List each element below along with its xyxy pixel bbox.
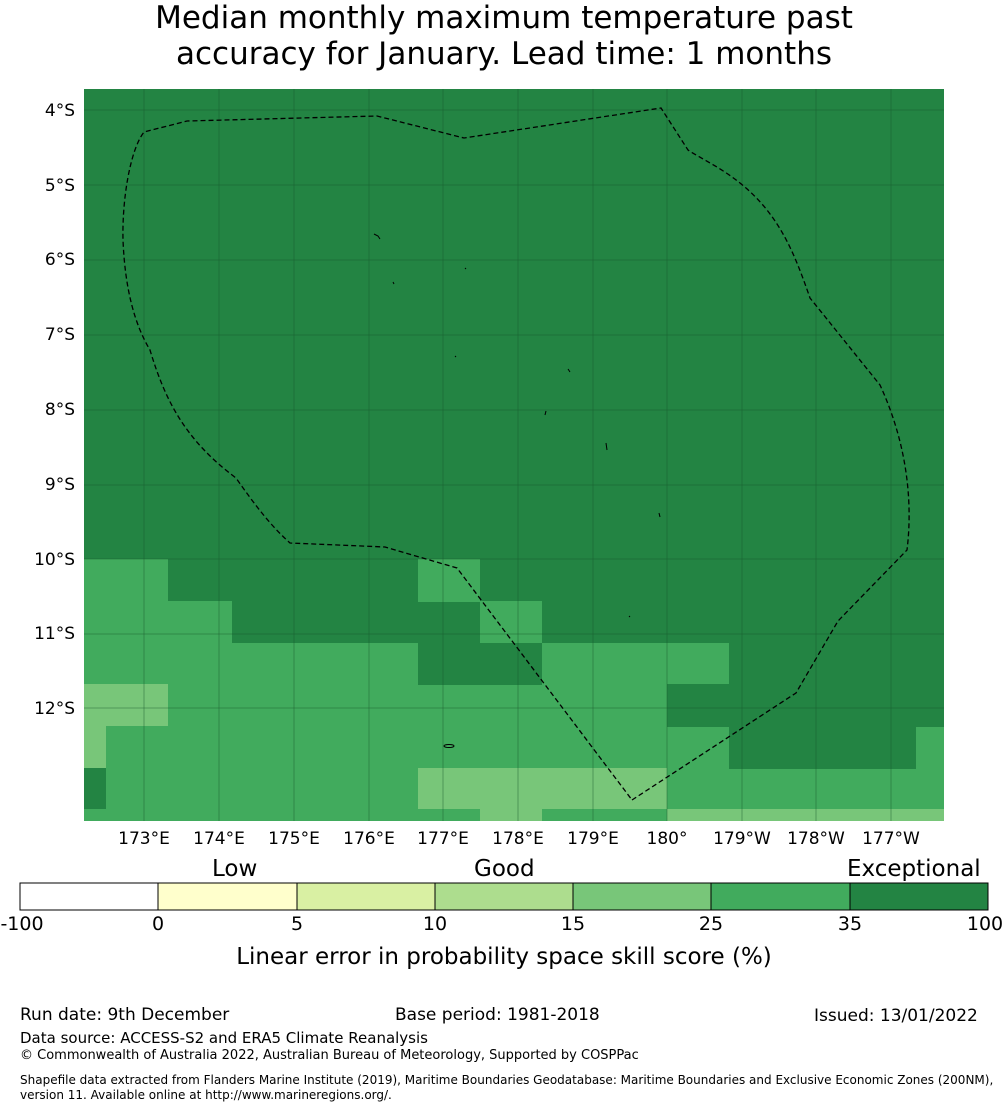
lon-label: 175°E <box>268 829 320 849</box>
lon-label: 179°E <box>567 829 619 849</box>
island-outlines <box>373 233 661 748</box>
map-title: Median monthly maximum temperature past … <box>0 0 1008 72</box>
colorbar-segment <box>711 883 850 910</box>
colorbar <box>19 882 989 911</box>
lon-label: 177°W <box>862 829 920 849</box>
colorbar-tick: -100 <box>0 913 44 935</box>
colorbar-segment <box>573 883 711 910</box>
colorbar-tick: 35 <box>837 913 863 935</box>
colorbar-tick: 0 <box>151 913 165 935</box>
colorbar-segment <box>20 883 158 910</box>
colorbar-segment <box>435 883 573 910</box>
colorbar-tier-exceptional: Exceptional <box>847 856 981 882</box>
colorbar-frame <box>19 882 989 911</box>
lon-label: 173°E <box>118 829 170 849</box>
skill-cells-35-100-patches <box>84 643 944 809</box>
colorbar-tick: 15 <box>560 913 586 935</box>
lat-label: 7°S <box>45 325 75 345</box>
colorbar-segment <box>158 883 297 910</box>
base-period: Base period: 1981-2018 <box>395 1005 600 1025</box>
lon-label: 176°E <box>343 829 395 849</box>
colorbar-segment <box>297 883 435 910</box>
longitude-labels: 173°E 174°E 175°E 176°E 177°E 178°E 179°… <box>118 829 920 849</box>
colorbar-tier-low: Low <box>212 856 258 882</box>
map-gridlines <box>84 89 944 821</box>
title-line-1: Median monthly maximum temperature past <box>155 0 853 36</box>
colorbar-tick: 10 <box>422 913 448 935</box>
lat-label: 5°S <box>45 176 75 196</box>
lat-label: 11°S <box>34 624 75 644</box>
lon-label: 177°E <box>417 829 469 849</box>
lat-label: 4°S <box>45 101 75 121</box>
title-line-2: accuracy for January. Lead time: 1 month… <box>175 36 832 72</box>
lat-label: 10°S <box>34 550 75 570</box>
lon-label: 178°E <box>492 829 544 849</box>
lat-label: 6°S <box>45 250 75 270</box>
lat-label: 9°S <box>45 475 75 495</box>
shapefile-credit: Shapefile data extracted from Flanders M… <box>20 1073 1005 1103</box>
lon-label: 174°E <box>193 829 245 849</box>
eez-boundary <box>122 107 910 801</box>
run-date: Run date: 9th December <box>20 1005 230 1025</box>
skill-cells-15-25 <box>84 684 944 821</box>
lon-label: 178°W <box>787 829 845 849</box>
copyright: © Commonwealth of Australia 2022, Austra… <box>20 1048 639 1063</box>
issued-date: Issued: 13/01/2022 <box>814 1006 978 1026</box>
lon-label: 180° <box>647 829 688 849</box>
shapefile-credit-line-1: Shapefile data extracted from Flanders M… <box>20 1073 994 1087</box>
lon-label: 179°W <box>713 829 771 849</box>
lat-label: 8°S <box>45 400 75 420</box>
colorbar-label: Linear error in probability space skill … <box>236 944 772 970</box>
colorbar-tick: 5 <box>290 913 304 935</box>
colorbar-tier-good: Good <box>474 856 535 882</box>
colorbar-segment <box>850 883 988 910</box>
shapefile-credit-line-2: version 11. Available online at http://w… <box>20 1088 392 1102</box>
colorbar-tick: 100 <box>966 913 1004 935</box>
colorbar-tick: 25 <box>698 913 724 935</box>
data-source: Data source: ACCESS-S2 and ERA5 Climate … <box>20 1029 428 1047</box>
lat-label: 12°S <box>34 699 75 719</box>
latitude-labels: 4°S 5°S 6°S 7°S 8°S 9°S 10°S 11°S 12°S <box>34 101 75 719</box>
